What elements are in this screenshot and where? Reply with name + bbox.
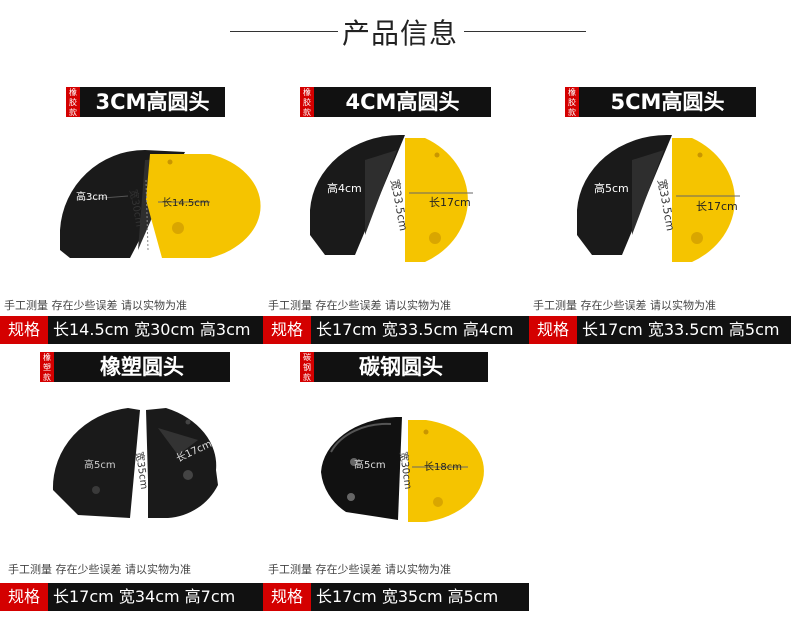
measurement-note: 手工测量 存在少些误差 请以实物为准 [4,299,187,312]
page-title: 产品信息 [341,17,458,50]
product-tag: 橡胶款 [300,87,314,117]
spec-value: 长17cm 宽33.5cm 高4cm [316,320,514,339]
product-name: 3CM高圆头 [80,87,225,117]
spec-value: 长17cm 宽34cm 高7cm [53,587,236,606]
height-label: 高5cm [84,458,116,471]
left-half-shape [321,417,402,520]
height-label: 高4cm [327,181,362,195]
measurement-note: 手工测量 存在少些误差 请以实物为准 [8,563,191,576]
product-name: 碳钢圆头 [314,352,488,382]
spec-bar: 规格 长14.5cm 宽30cm 高3cm [0,316,263,344]
right-half-shape [408,420,484,522]
length-label: 长17cm [696,200,738,213]
length-label: 长17cm [429,196,471,209]
product-name: 5CM高圆头 [579,87,756,117]
spec-bar: 规格 长17cm 宽33.5cm 高5cm [529,316,791,344]
product-photo: 高5cm 宽30cm 长18cm [321,417,484,522]
spec-bar: 规格 长17cm 宽34cm 高7cm [0,583,263,611]
product-tag: 橡胶款 [565,87,579,117]
left-half-shape [52,408,140,518]
measurement-note: 手工测量 存在少些误差 请以实物为准 [268,563,451,576]
right-half-shape [672,138,735,262]
title-rule-right [464,31,586,32]
spec-bar: 规格 长17cm 宽33.5cm 高4cm [263,316,529,344]
spec-bar: 规格 长17cm 宽35cm 高5cm [263,583,529,611]
product-photo: 高5cm 宽33.5cm 长17cm [577,134,740,262]
product-photo: 高4cm 宽33.5cm 长17cm [310,134,473,262]
length-label: 长14.5cm [162,197,210,209]
length-label: 长18cm [424,461,462,473]
product-photo: 高3cm 宽30cm 长14.5cm [60,149,261,258]
height-label: 高5cm [354,458,386,471]
product-tag: 碳钢款 [300,352,314,382]
spec-label: 规格 [0,583,48,611]
product-name: 橡塑圆头 [54,352,230,382]
spec-value: 长17cm 宽35cm 高5cm [316,587,499,606]
spec-value: 长14.5cm 宽30cm 高3cm [53,320,251,339]
measurement-note: 手工测量 存在少些误差 请以实物为准 [268,299,451,312]
spec-value: 长17cm 宽33.5cm 高5cm [582,320,780,339]
product-name: 4CM高圆头 [314,87,491,117]
spec-label: 规格 [263,316,311,344]
spec-label: 规格 [0,316,48,344]
height-label: 高3cm [76,190,108,203]
product-tag: 橡塑款 [40,352,54,382]
product-photo: 高5cm 宽35cm 长17cm [52,408,218,518]
spec-label: 规格 [263,583,311,611]
measurement-note: 手工测量 存在少些误差 请以实物为准 [533,299,716,312]
product-tag: 橡胶款 [66,87,80,117]
height-label: 高5cm [594,181,629,195]
title-rule-left [230,31,338,32]
spec-label: 规格 [529,316,577,344]
right-half-shape [405,138,468,262]
section-header: 产品信息 [0,0,800,60]
